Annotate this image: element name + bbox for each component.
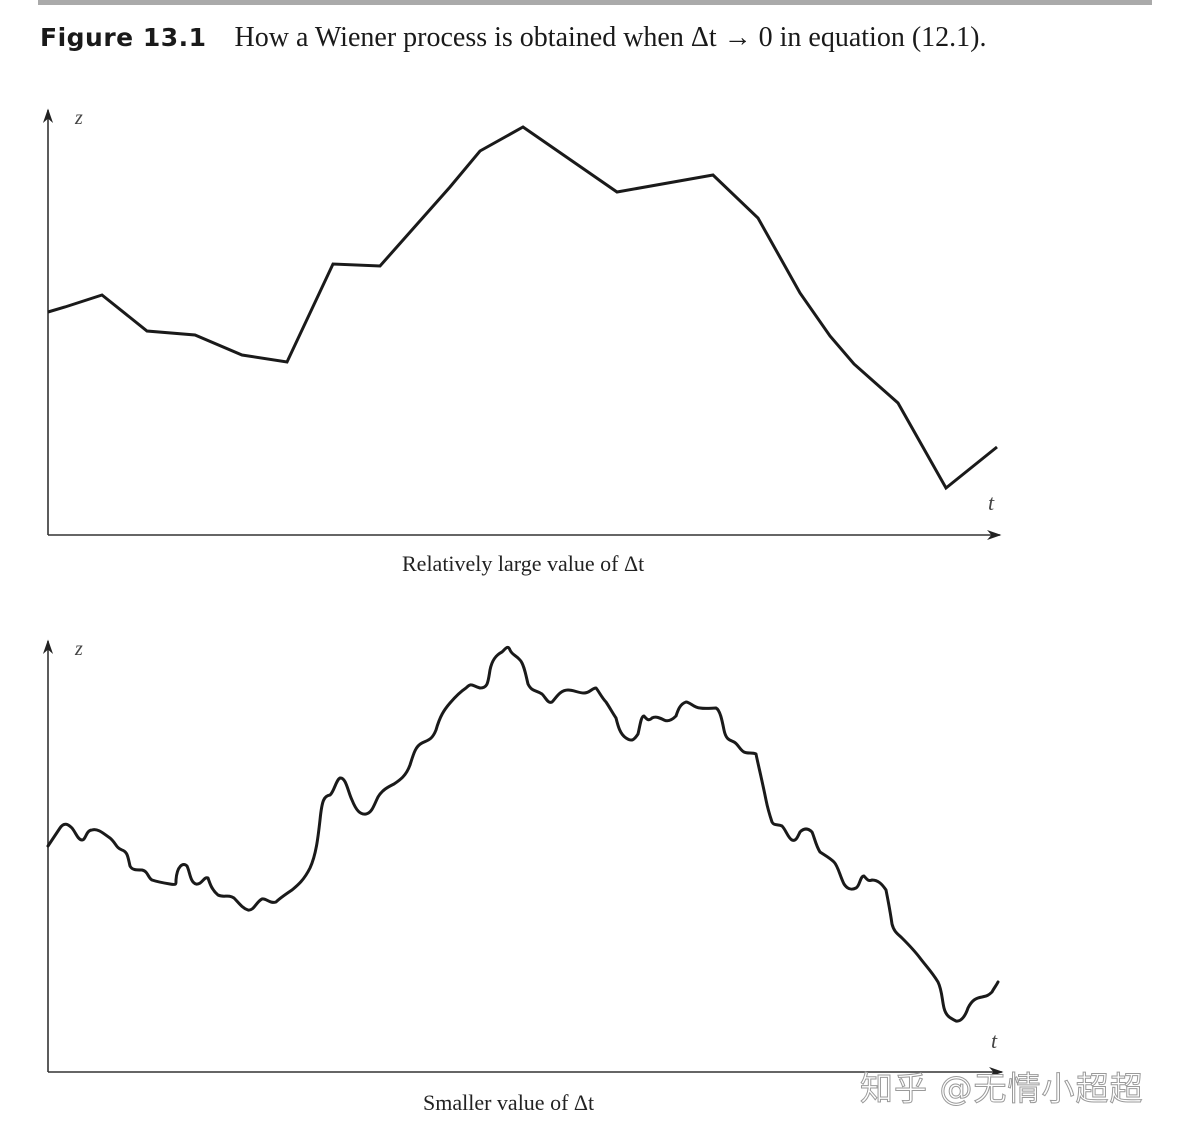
header-divider-bar (38, 0, 1152, 5)
panel-1-axes (42, 108, 1002, 541)
panel-2-x-label: t (991, 1028, 998, 1053)
watermark-text: 知乎 @无情小超超 (860, 1069, 1144, 1109)
figure-title: How a Wiener process is obtained when Δt… (234, 22, 987, 53)
panel-2-y-label: z (74, 638, 83, 660)
panel-1-subcaption: Relatively large value of Δt (402, 551, 645, 576)
panel-2-series-line (46, 645, 1000, 1023)
figure-caption: Figure 13.1 How a Wiener process is obtai… (40, 22, 986, 54)
panel-1-x-label: t (988, 490, 995, 515)
panel-1-y-label: z (74, 107, 83, 129)
panel-1-series-line (47, 125, 998, 491)
panel-2-axes (42, 639, 1004, 1078)
figure-number: Figure 13.1 (40, 23, 207, 52)
panel-2-subcaption: Smaller value of Δt (423, 1090, 595, 1115)
